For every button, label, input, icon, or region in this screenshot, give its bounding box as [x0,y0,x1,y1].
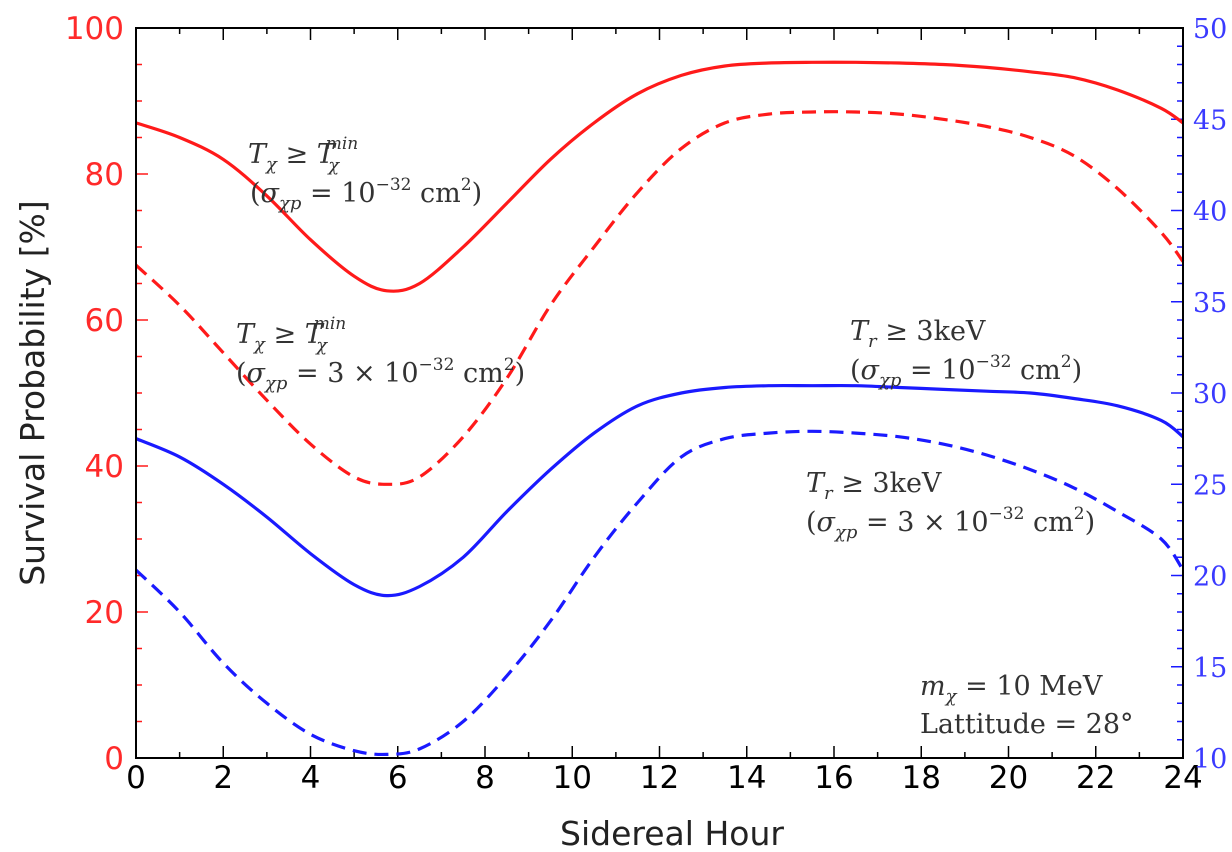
y-right-tick-label: 50 [1193,14,1227,45]
y-left-tick-label: 40 [85,449,124,485]
series-line-blue-solid [135,383,1185,598]
y-right-tick-label: 25 [1193,470,1227,501]
curves-layer [134,60,1185,757]
svg-text:(σχp = 3 × 10−32 cm2): (σχp = 3 × 10−32 cm2) [806,504,1095,543]
series-line-red-solid [135,60,1184,293]
y-axis-label: Survival Probability [%] [13,200,52,586]
annotation-blue-solid: Tr ≥ 3keV (σχp = 10−32 cm2) [850,316,1082,391]
y-right-tick-label: 15 [1193,653,1227,684]
svg-text:(σχp = 10−32 cm2): (σχp = 10−32 cm2) [250,175,482,214]
x-tick-label: 22 [1076,760,1115,796]
annotation-blue-dashed: Tr ≥ 3keV (σχp = 3 × 10−32 cm2) [806,468,1095,543]
y-left-tick-label: 60 [85,303,124,339]
svg-text:mχ = 10 MeV: mχ = 10 MeV [920,671,1103,707]
y-left-tick-label: 80 [85,157,124,193]
y-left-tick-label: 0 [104,741,124,777]
svg-text:Tr ≥ 3keV: Tr ≥ 3keV [806,468,942,504]
x-tick-label: 18 [902,760,941,796]
y-left-tick-label: 20 [85,595,124,631]
y-left-tick-label: 100 [65,11,124,47]
y-right-tick-label: 35 [1193,288,1227,319]
x-axis-label: Sidereal Hour [560,814,784,852]
x-tick-label: 12 [640,760,679,796]
x-tick-label: 16 [814,760,853,796]
y-right-tick-label: 10 [1193,744,1227,775]
x-tick-label: 0 [126,760,146,796]
annotation-mass-latitude: mχ = 10 MeV Lattitude = 28° [920,671,1134,740]
y-right-tick-label: 45 [1193,105,1227,136]
x-tick-label: 4 [301,760,321,796]
x-tick-label: 20 [989,760,1028,796]
series-line-blue-dashed [134,429,1185,757]
plot-frame [135,27,1184,759]
annotation-red-dashed: Tχ ≥ Tmin χ (σχp = 3 × 10−32 cm2) [236,314,525,394]
svg-text:(σχp = 10−32 cm2): (σχp = 10−32 cm2) [850,352,1082,391]
y-right-tick-label: 20 [1193,562,1227,593]
x-tick-label: 8 [475,760,495,796]
x-tick-label: 6 [388,760,408,796]
x-tick-label: 10 [553,760,592,796]
annotation-red-solid: Tχ ≥ Tmin χ (σχp = 10−32 cm2) [248,134,482,214]
y-right-tick-label: 40 [1193,197,1227,228]
svg-text:Lattitude = 28°: Lattitude = 28° [920,709,1134,740]
x-tick-label: 24 [1163,760,1202,796]
svg-text:Tr ≥ 3keV: Tr ≥ 3keV [850,316,986,352]
series-line-red-dashed [134,110,1185,486]
svg-text:(σχp = 3 × 10−32 cm2): (σχp = 3 × 10−32 cm2) [236,355,525,394]
x-tick-label: 2 [213,760,233,796]
y-right-tick-label: 30 [1193,379,1227,410]
x-tick-label: 14 [727,760,766,796]
ticks-layer: 0 2 4 6 8 10 12 14 16 18 20 22 240204060801001015202… [65,11,1228,796]
